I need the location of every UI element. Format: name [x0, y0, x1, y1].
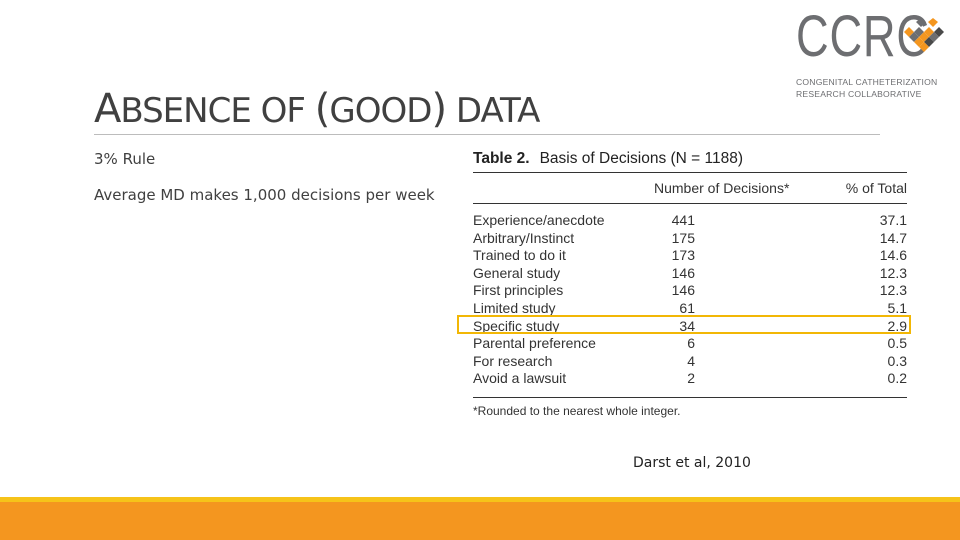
table-row: General study 146 12.3: [473, 265, 907, 283]
row-basis: Avoid a lawsuit: [473, 370, 567, 387]
row-basis: Limited study: [473, 299, 556, 316]
row-number: 146: [671, 264, 695, 281]
table-body: Experience/anecdote 441 37.1 Arbitrary/Ins…: [473, 204, 907, 388]
row-basis: Trained to do it: [473, 247, 566, 264]
row-percent: 0.3: [887, 352, 907, 369]
row-number: 441: [671, 212, 695, 228]
table-row: First principles 146 12.3: [473, 282, 907, 300]
row-basis: General study: [473, 264, 561, 281]
row-basis: For research: [473, 352, 553, 369]
row-number: 34: [679, 317, 695, 334]
footer-accent-stripe: [0, 497, 960, 502]
table-caption-text: Basis of Decisions (N = 1188): [539, 150, 744, 167]
decisions-table: Table 2. Basis of Decisions (N = 1188) Nu…: [473, 146, 907, 418]
logo-letters: CCRC: [796, 4, 930, 69]
row-percent: 37.1: [879, 212, 907, 228]
row-percent: 0.5: [887, 335, 907, 352]
row-basis: Parental preference: [473, 335, 596, 352]
header-number: Number of Decisions*: [654, 180, 790, 196]
title-paren-open: (: [314, 86, 331, 132]
table-footnote: *Rounded to the nearest whole integer.: [473, 396, 907, 418]
logo-line-1: CONGENITAL CATHETERIZATION: [796, 77, 938, 87]
row-percent: 12.3: [879, 264, 907, 281]
footer-band: [0, 502, 960, 540]
row-percent: 14.7: [879, 229, 907, 246]
ccrc-logo: CCRC CONGENITAL CATHETERIZATION RESEARCH…: [796, 4, 948, 102]
title-part: GOOD: [329, 91, 432, 131]
table-row: Arbitrary/Instinct 175 14.7: [473, 230, 907, 248]
table-caption: Table 2. Basis of Decisions (N = 1188): [473, 146, 907, 172]
row-percent: 14.6: [879, 247, 907, 264]
table-row: Specific study 34 2.9: [473, 318, 907, 336]
title-part: BSENCE OF: [120, 91, 315, 131]
row-number: 173: [671, 247, 695, 264]
title-paren-close: ): [431, 86, 447, 132]
slide-title: ABSENCE OF (GOOD) DATA: [94, 86, 541, 132]
row-number: 61: [679, 299, 695, 316]
table-row: For research 4 0.3: [473, 353, 907, 371]
table-row: Avoid a lawsuit 2 0.2: [473, 370, 907, 388]
table-top-rule: [473, 172, 907, 173]
row-basis: Arbitrary/Instinct: [473, 229, 575, 246]
row-highlight-box: [457, 315, 911, 334]
header-percent: % of Total: [845, 180, 907, 196]
table-label: Table 2.: [473, 150, 530, 167]
logo-line-2: RESEARCH COLLABORATIVE: [796, 89, 922, 99]
row-percent: 5.1: [887, 299, 907, 316]
row-number: 6: [687, 335, 695, 352]
heart-pattern-icon: [904, 18, 944, 52]
row-basis: Experience/anecdote: [473, 212, 605, 228]
title-divider: [94, 134, 880, 135]
bullet-text: Average MD makes 1,000 decisions per wee…: [94, 186, 435, 204]
title-part: DATA: [446, 91, 541, 131]
row-percent: 0.2: [887, 370, 907, 387]
title-cap: A: [94, 86, 121, 132]
row-number: 2: [687, 370, 695, 387]
table-header-rule: [473, 203, 907, 204]
row-percent: 12.3: [879, 282, 907, 299]
row-percent: 2.9: [887, 317, 907, 334]
table-row: Experience/anecdote 441 37.1: [473, 212, 907, 230]
row-basis: Specific study: [473, 317, 560, 334]
table-row: Trained to do it 173 14.6: [473, 247, 907, 265]
citation: Darst et al, 2010: [633, 455, 751, 471]
table-header: Number of Decisions* % of Total: [473, 173, 907, 203]
row-number: 146: [671, 282, 695, 299]
bullet-text: 3% Rule: [94, 150, 156, 168]
row-number: 175: [671, 229, 695, 246]
row-basis: First principles: [473, 282, 564, 299]
table-row: Limited study 61 5.1: [473, 300, 907, 318]
row-number: 4: [687, 352, 695, 369]
table-row: Parental preference 6 0.5: [473, 335, 907, 353]
